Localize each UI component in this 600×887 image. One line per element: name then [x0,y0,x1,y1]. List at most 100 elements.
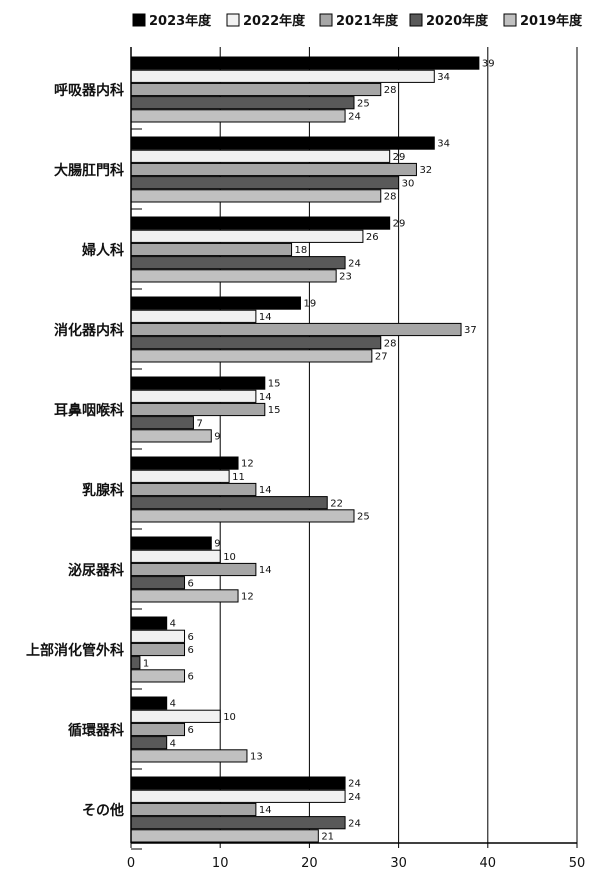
data-label: 18 [295,245,308,256]
legend-swatch [319,13,333,27]
bar [130,802,257,817]
category-group: 34 29 32 30 28 大腸肛門科 [54,136,450,210]
bar [130,749,248,763]
bar [130,149,391,163]
legend-item: 2022年度 [226,13,306,29]
data-label: 24 [348,258,361,269]
data-label: 23 [339,272,352,283]
x-tick-label: 0 [127,856,135,871]
bar [130,69,435,83]
data-label: 11 [232,472,245,483]
x-tick-label: 10 [212,856,229,871]
category-group: 39 34 28 25 24 呼吸器内科 [54,56,495,130]
bar [130,576,186,590]
bar [130,216,391,230]
data-label: 9 [214,539,220,550]
data-label: 22 [330,498,343,509]
data-label: 6 [188,725,194,736]
data-label: 29 [393,152,406,163]
data-label: 15 [268,379,281,390]
legend-swatch [132,13,146,27]
data-label: 4 [170,699,176,710]
legend-swatch [503,13,517,27]
bar [130,562,257,577]
data-label: 25 [357,512,370,523]
bar [130,136,435,150]
legend-label: 2021年度 [336,13,399,29]
category-group: 4 10 6 4 13 循環器科 [68,696,263,770]
data-label: 14 [259,805,272,816]
category-label: 耳鼻咽喉科 [54,402,124,419]
data-label: 27 [375,352,388,363]
bar [130,589,239,603]
category-label: 循環器科 [68,722,124,739]
legend-item: 2023年度 [132,13,212,29]
data-label: 28 [384,192,397,203]
data-label: 9 [214,432,220,443]
bar [130,722,186,737]
category-group: 29 26 18 24 23 婦人科 [81,216,405,290]
data-label: 34 [437,139,450,150]
bar [130,256,346,270]
bar [130,176,400,190]
bar [130,549,221,563]
data-label: 6 [188,672,194,683]
data-label: 14 [259,392,272,403]
data-label: 24 [348,818,361,829]
bar [130,629,186,643]
data-label: 6 [188,578,194,589]
legend-swatch [226,13,240,27]
category-label: その他 [82,802,124,819]
bar [130,429,212,443]
bar [130,109,346,123]
bar [130,389,257,403]
legend-item: 2020年度 [409,13,489,29]
bar [130,162,417,177]
category-group: 12 11 14 22 25 乳腺科 [82,456,370,530]
bar [130,56,480,70]
bar [130,96,355,110]
bar [130,416,194,430]
bar [130,642,186,657]
data-label: 39 [482,59,495,70]
category-group: 19 14 37 28 27 消化器内科 [54,296,477,370]
legend-label: 2020年度 [426,13,489,29]
bar [130,829,319,843]
data-label: 14 [259,485,272,496]
legend-swatch [409,13,423,27]
category-label: 婦人科 [81,242,124,259]
category-group: 910 14 6 12 泌尿器科 [68,536,272,610]
x-tick-label: 20 [301,856,318,871]
data-label: 19 [303,299,316,310]
data-label: 10 [223,552,236,563]
data-label: 12 [241,592,254,603]
bar [130,349,373,363]
bar [130,296,301,310]
data-label: 13 [250,752,263,763]
legend-label: 2023年度 [149,13,212,29]
data-label: 32 [419,165,432,176]
data-label: 1 [143,658,149,669]
data-label: 24 [348,779,361,790]
data-label: 4 [170,619,176,630]
data-label: 10 [223,712,236,723]
bar [130,189,382,203]
legend-label: 2022年度 [243,13,306,29]
bar [130,336,382,350]
data-label: 14 [259,565,272,576]
bar [130,816,346,830]
data-label: 28 [384,85,397,96]
x-tick-label: 50 [569,856,586,871]
data-label: 12 [241,459,254,470]
category-group: 24 24 14 24 21 その他 [82,776,361,850]
category-label: 消化器内科 [54,322,124,339]
bar [130,509,355,523]
bar [130,376,266,390]
category-label: 上部消化管外科 [26,642,124,659]
data-label: 34 [437,72,450,83]
x-tick-label: 40 [480,856,497,871]
bar [130,229,364,243]
category-group: 4 6 6 1 6 上部消化管外科 [26,616,194,690]
bar [130,496,328,510]
